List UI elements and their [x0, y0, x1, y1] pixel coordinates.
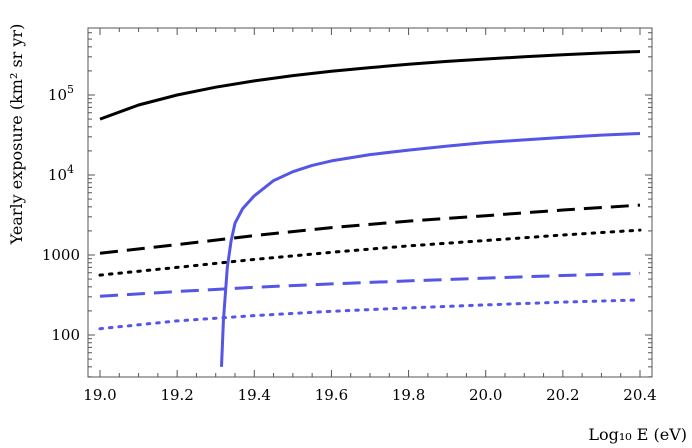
y-tick-label: 100 — [51, 326, 80, 344]
y-tick-label: 104 — [48, 163, 74, 184]
x-tick-label: 20.4 — [623, 386, 656, 404]
series-line-6 — [98, 298, 642, 331]
x-tick-label: 19.0 — [83, 386, 116, 404]
series-line-1 — [99, 50, 641, 121]
x-tick-label: 20.2 — [546, 386, 579, 404]
x-tick-label: 20.0 — [469, 386, 502, 404]
y-axis-title: Yearly exposure (km² sr yr) — [7, 24, 26, 246]
x-tick-label: 19.4 — [238, 386, 271, 404]
y-tick-label: 1000 — [42, 246, 80, 264]
x-axis-title: Log₁₀ E (eV) — [588, 425, 687, 444]
x-tick-label: 19.6 — [315, 386, 348, 404]
series-group — [98, 50, 642, 367]
axis-ticks — [88, 28, 652, 378]
plot-frame — [87, 27, 653, 378]
tick-labels: 19.0 19.2 19.4 19.6 19.8 20.0 20.2 20.4 100 1000 1… — [42, 83, 657, 404]
x-tick-label: 19.8 — [392, 386, 425, 404]
series-line-5 — [99, 271, 641, 298]
series-line-3 — [99, 203, 641, 255]
series-line-4 — [98, 228, 642, 277]
x-tick-label: 19.2 — [160, 386, 193, 404]
y-tick-label: 105 — [48, 83, 74, 104]
series-line-2 — [220, 132, 641, 367]
